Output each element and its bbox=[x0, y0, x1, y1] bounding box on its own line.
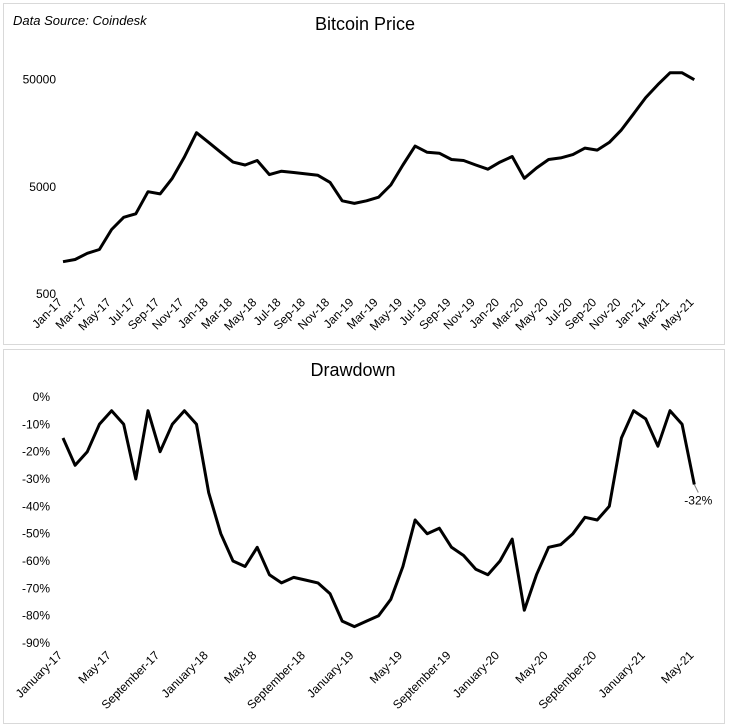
drawdown-x-tick-label: January-18 bbox=[158, 648, 211, 701]
drawdown-y-tick-label: -30% bbox=[22, 472, 50, 486]
price-y-axis: 500 5000 50000 bbox=[23, 73, 57, 301]
drawdown-x-tick-label: May-19 bbox=[367, 648, 405, 686]
drawdown-y-tick-label: -50% bbox=[22, 527, 50, 541]
bitcoin-price-chart: Data Source: Coindesk Bitcoin Price 5005… bbox=[13, 13, 697, 333]
drawdown-y-tick-label: -40% bbox=[22, 499, 50, 513]
bitcoin-price-title: Bitcoin Price bbox=[315, 14, 415, 34]
annotation-leader bbox=[693, 484, 699, 493]
drawdown-x-tick-label: May-18 bbox=[221, 648, 259, 686]
drawdown-y-tick-label: -90% bbox=[22, 636, 50, 650]
price-y-tick-label: 5000 bbox=[29, 180, 56, 194]
drawdown-annotation: -32% bbox=[684, 493, 712, 507]
price-y-tick-label: 50000 bbox=[23, 73, 57, 87]
data-source-note: Data Source: Coindesk bbox=[13, 13, 148, 28]
drawdown-x-tick-label: January-17 bbox=[13, 648, 66, 701]
price-y-tick-label: 500 bbox=[36, 287, 56, 301]
drawdown-chart: Drawdown 0% -10% -20% -30% -40% -50% -60% -70% -… bbox=[13, 360, 713, 712]
drawdown-y-tick-label: -70% bbox=[22, 581, 50, 595]
bitcoin-price-line bbox=[62, 71, 696, 264]
drawdown-x-tick-label: May-20 bbox=[513, 648, 551, 686]
drawdown-y-tick-label: -10% bbox=[22, 417, 50, 431]
drawdown-y-tick-label: -80% bbox=[22, 609, 50, 623]
drawdown-y-tick-label: -20% bbox=[22, 445, 50, 459]
drawdown-y-tick-label: 0% bbox=[33, 390, 51, 404]
drawdown-chart-panel: Drawdown 0% -10% -20% -30% -40% -50% -60% -70% -… bbox=[3, 349, 725, 724]
drawdown-title: Drawdown bbox=[310, 360, 395, 380]
bitcoin-price-chart-panel: Data Source: Coindesk Bitcoin Price 500 5… bbox=[3, 3, 725, 345]
drawdown-x-tick-label: January-21 bbox=[595, 648, 648, 701]
drawdown-y-tick-label: -60% bbox=[22, 554, 50, 568]
drawdown-x-tick-label: January-20 bbox=[450, 648, 503, 701]
drawdown-x-tick-label: January-19 bbox=[304, 648, 357, 701]
drawdown-x-tick-label: May-21 bbox=[658, 648, 696, 686]
drawdown-line bbox=[61, 409, 696, 629]
drawdown-y-axis: 0% -10% -20% -30% -40% -50% -60% -70% -80% -90% bbox=[22, 390, 50, 650]
price-x-axis: Jan-17Mar-17May-17Jul-17Sep-17Nov-17Jan-… bbox=[29, 295, 696, 333]
drawdown-x-tick-label: May-17 bbox=[75, 648, 113, 686]
